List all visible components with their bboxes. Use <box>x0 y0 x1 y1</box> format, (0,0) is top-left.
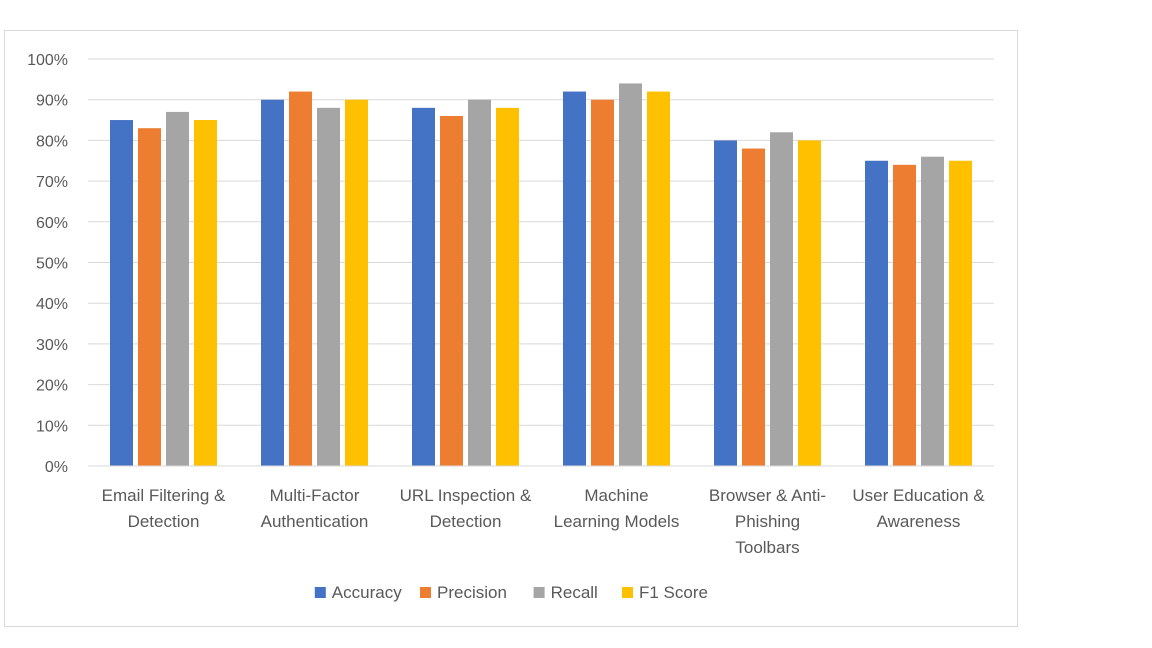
bar-precision <box>289 91 312 466</box>
legend-swatch <box>420 587 431 598</box>
y-tick-label: 90% <box>36 93 68 110</box>
y-tick-label: 40% <box>36 296 68 313</box>
bar-recall <box>166 111 189 466</box>
bar-precision <box>440 115 463 466</box>
legend-label: F1 Score <box>639 583 708 602</box>
bar-accuracy <box>110 120 133 467</box>
y-tick-label: 0% <box>45 459 68 476</box>
bar-accuracy <box>563 91 586 466</box>
bar-f1-score <box>194 120 217 467</box>
bar-accuracy <box>865 160 888 466</box>
y-tick-label: 30% <box>36 337 68 354</box>
y-tick-label: 80% <box>36 133 68 150</box>
bar-accuracy <box>412 107 435 466</box>
y-tick-label: 100% <box>27 52 68 69</box>
bar-f1-score <box>949 160 972 466</box>
x-category-label: User Education & Awareness <box>852 486 985 531</box>
bar-f1-score <box>345 99 368 466</box>
bar-recall <box>619 83 642 467</box>
y-tick-label: 20% <box>36 378 68 395</box>
y-tick-label: 50% <box>36 256 68 273</box>
x-category-label: Browser & Anti-Phishing Toolbars <box>709 486 826 557</box>
legend-swatch <box>533 587 545 598</box>
x-category-label: Multi-Factor Authentication <box>261 486 369 531</box>
legend-swatch <box>622 587 633 598</box>
bar-precision <box>742 148 765 466</box>
bar-recall <box>317 107 340 466</box>
bar-chart: 0% 10% 20% 30% 40% 50% 60% 70% 80% 90% 100% Email F… <box>27 52 994 602</box>
legend-swatch <box>314 587 326 598</box>
x-category-label: URL Inspection & Detection <box>400 486 532 531</box>
chart-frame: 0% 10% 20% 30% 40% 50% 60% 70% 80% 90% 100% Email F… <box>4 30 1018 627</box>
bar-accuracy <box>261 99 284 466</box>
legend-label: Accuracy <box>332 583 402 602</box>
bar-recall <box>770 132 793 466</box>
x-category-label: Machine Learning Models <box>554 486 680 531</box>
bar-precision <box>138 128 161 466</box>
bar-recall <box>468 99 491 466</box>
y-tick-label: 10% <box>36 418 68 435</box>
bar-f1-score <box>798 140 821 466</box>
bar-f1-score <box>647 91 670 466</box>
x-category-label: Email Filtering & Detection <box>102 486 226 531</box>
legend-label: Recall <box>551 583 598 602</box>
y-tick-label: 70% <box>36 174 68 191</box>
bar-precision <box>893 164 916 466</box>
y-tick-label: 60% <box>36 215 68 232</box>
bar-f1-score <box>496 107 519 466</box>
bar-precision <box>591 99 614 466</box>
legend-label: Precision <box>437 583 507 602</box>
bar-recall <box>921 156 944 466</box>
bar-accuracy <box>714 140 737 466</box>
